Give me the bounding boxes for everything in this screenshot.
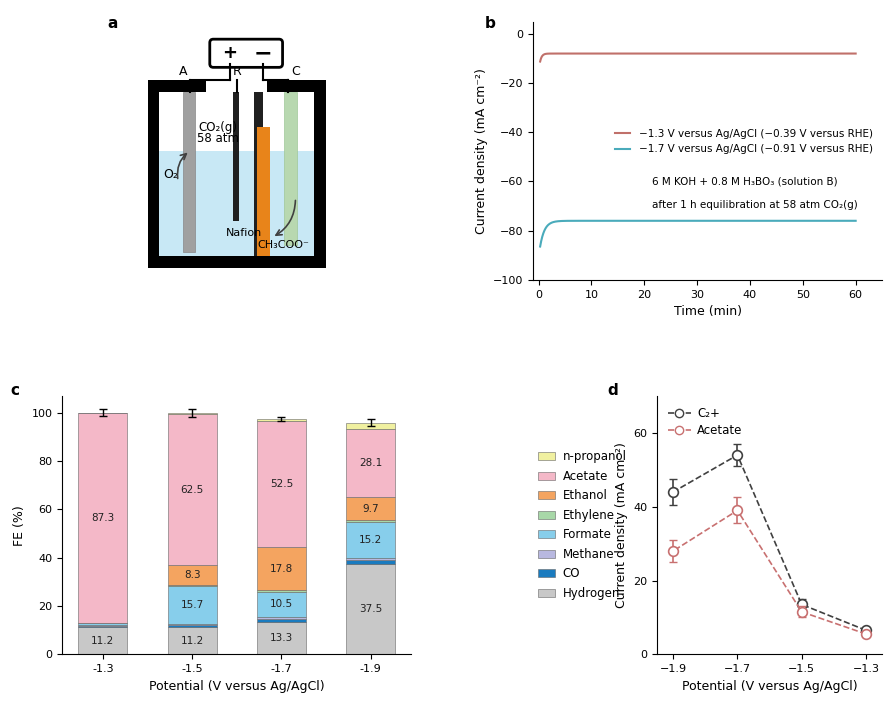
- Bar: [159, 151, 315, 257]
- Acetate: [732, 506, 743, 515]
- Text: CO₂(g): CO₂(g): [199, 121, 238, 134]
- Bar: [168, 627, 217, 654]
- Text: 52.5: 52.5: [270, 479, 293, 489]
- Text: −: −: [253, 43, 272, 63]
- Bar: [168, 623, 217, 625]
- Bar: [168, 585, 217, 586]
- Text: +: +: [222, 45, 237, 63]
- Legend: −1.3 V versus Ag/AgCl (−0.39 V versus RHE), −1.7 V versus Ag/AgCl (−0.91 V versu: −1.3 V versus Ag/AgCl (−0.39 V versus RH…: [610, 125, 877, 158]
- Bar: [347, 497, 396, 521]
- FancyBboxPatch shape: [209, 39, 282, 68]
- Bar: [257, 547, 306, 590]
- Bar: [168, 413, 217, 414]
- Bar: [315, 81, 326, 268]
- X-axis label: Time (min): Time (min): [674, 305, 741, 318]
- Y-axis label: Current density (mA cm⁻²): Current density (mA cm⁻²): [475, 68, 487, 234]
- Bar: [148, 81, 159, 268]
- Bar: [257, 617, 306, 618]
- Bar: [233, 92, 239, 221]
- Acetate: [667, 546, 678, 555]
- Bar: [168, 414, 217, 565]
- Text: d: d: [608, 383, 618, 398]
- Bar: [347, 423, 396, 429]
- X-axis label: Potential (V versus Ag/AgCl): Potential (V versus Ag/AgCl): [149, 679, 324, 692]
- Text: Nafion: Nafion: [225, 228, 262, 238]
- Line: Acetate: Acetate: [668, 505, 871, 639]
- Bar: [78, 626, 127, 627]
- Bar: [347, 429, 396, 497]
- Bar: [168, 565, 217, 585]
- Text: 15.7: 15.7: [181, 600, 204, 610]
- Text: 87.3: 87.3: [91, 513, 114, 523]
- Text: 62.5: 62.5: [181, 485, 204, 495]
- Text: a: a: [108, 17, 118, 32]
- Text: 37.5: 37.5: [359, 604, 382, 614]
- Bar: [78, 623, 127, 626]
- Bar: [257, 590, 306, 592]
- Text: 6 M KOH + 0.8 M H₃BO₃ (solution B): 6 M KOH + 0.8 M H₃BO₃ (solution B): [652, 177, 838, 187]
- Bar: [148, 81, 206, 92]
- Legend: C₂+, Acetate: C₂+, Acetate: [663, 402, 748, 442]
- Legend: n-propanol, Acetate, Ethanol, Ethylene, Formate, Methane, CO, Hydrogen: n-propanol, Acetate, Ethanol, Ethylene, …: [533, 446, 631, 605]
- Text: b: b: [485, 17, 495, 32]
- Text: 17.8: 17.8: [270, 564, 293, 574]
- Bar: [257, 421, 306, 547]
- Y-axis label: FE (%): FE (%): [13, 505, 26, 546]
- Y-axis label: Current density (mA cm⁻²): Current density (mA cm⁻²): [615, 442, 627, 608]
- Bar: [347, 560, 396, 564]
- Text: 11.2: 11.2: [91, 636, 114, 646]
- Bar: [257, 622, 306, 654]
- Text: CH₃COO⁻: CH₃COO⁻: [257, 239, 310, 249]
- Bar: [257, 127, 270, 257]
- Text: 13.3: 13.3: [270, 633, 293, 644]
- C₂+: [732, 451, 743, 459]
- Text: O₂: O₂: [164, 168, 178, 180]
- Text: after 1 h equilibration at 58 atm CO₂(g): after 1 h equilibration at 58 atm CO₂(g): [652, 200, 858, 210]
- Bar: [168, 625, 217, 627]
- Acetate: [797, 608, 807, 616]
- C₂+: [797, 600, 807, 609]
- Text: 28.1: 28.1: [359, 458, 382, 468]
- Text: c: c: [10, 383, 19, 398]
- Line: C₂+: C₂+: [668, 450, 871, 635]
- C₂+: [667, 487, 678, 496]
- X-axis label: Potential (V versus Ag/AgCl): Potential (V versus Ag/AgCl): [682, 679, 857, 692]
- Text: 58 atm: 58 atm: [197, 132, 239, 145]
- Bar: [283, 92, 297, 244]
- Text: 9.7: 9.7: [363, 503, 379, 513]
- Text: 11.2: 11.2: [181, 636, 204, 646]
- Bar: [257, 618, 306, 622]
- Bar: [78, 627, 127, 654]
- Bar: [255, 92, 263, 257]
- Bar: [183, 92, 194, 252]
- Bar: [257, 592, 306, 617]
- Bar: [78, 413, 127, 623]
- Bar: [347, 558, 396, 560]
- Bar: [148, 257, 326, 268]
- Text: 10.5: 10.5: [270, 599, 293, 609]
- Text: R: R: [233, 65, 241, 78]
- Bar: [347, 564, 396, 654]
- Acetate: [861, 630, 871, 638]
- Bar: [168, 586, 217, 623]
- Bar: [257, 419, 306, 421]
- Bar: [347, 521, 396, 558]
- Text: A: A: [178, 65, 187, 78]
- Bar: [267, 81, 326, 92]
- Text: 15.2: 15.2: [359, 535, 382, 545]
- Text: 8.3: 8.3: [184, 570, 200, 580]
- Text: C: C: [291, 65, 300, 78]
- C₂+: [861, 626, 871, 635]
